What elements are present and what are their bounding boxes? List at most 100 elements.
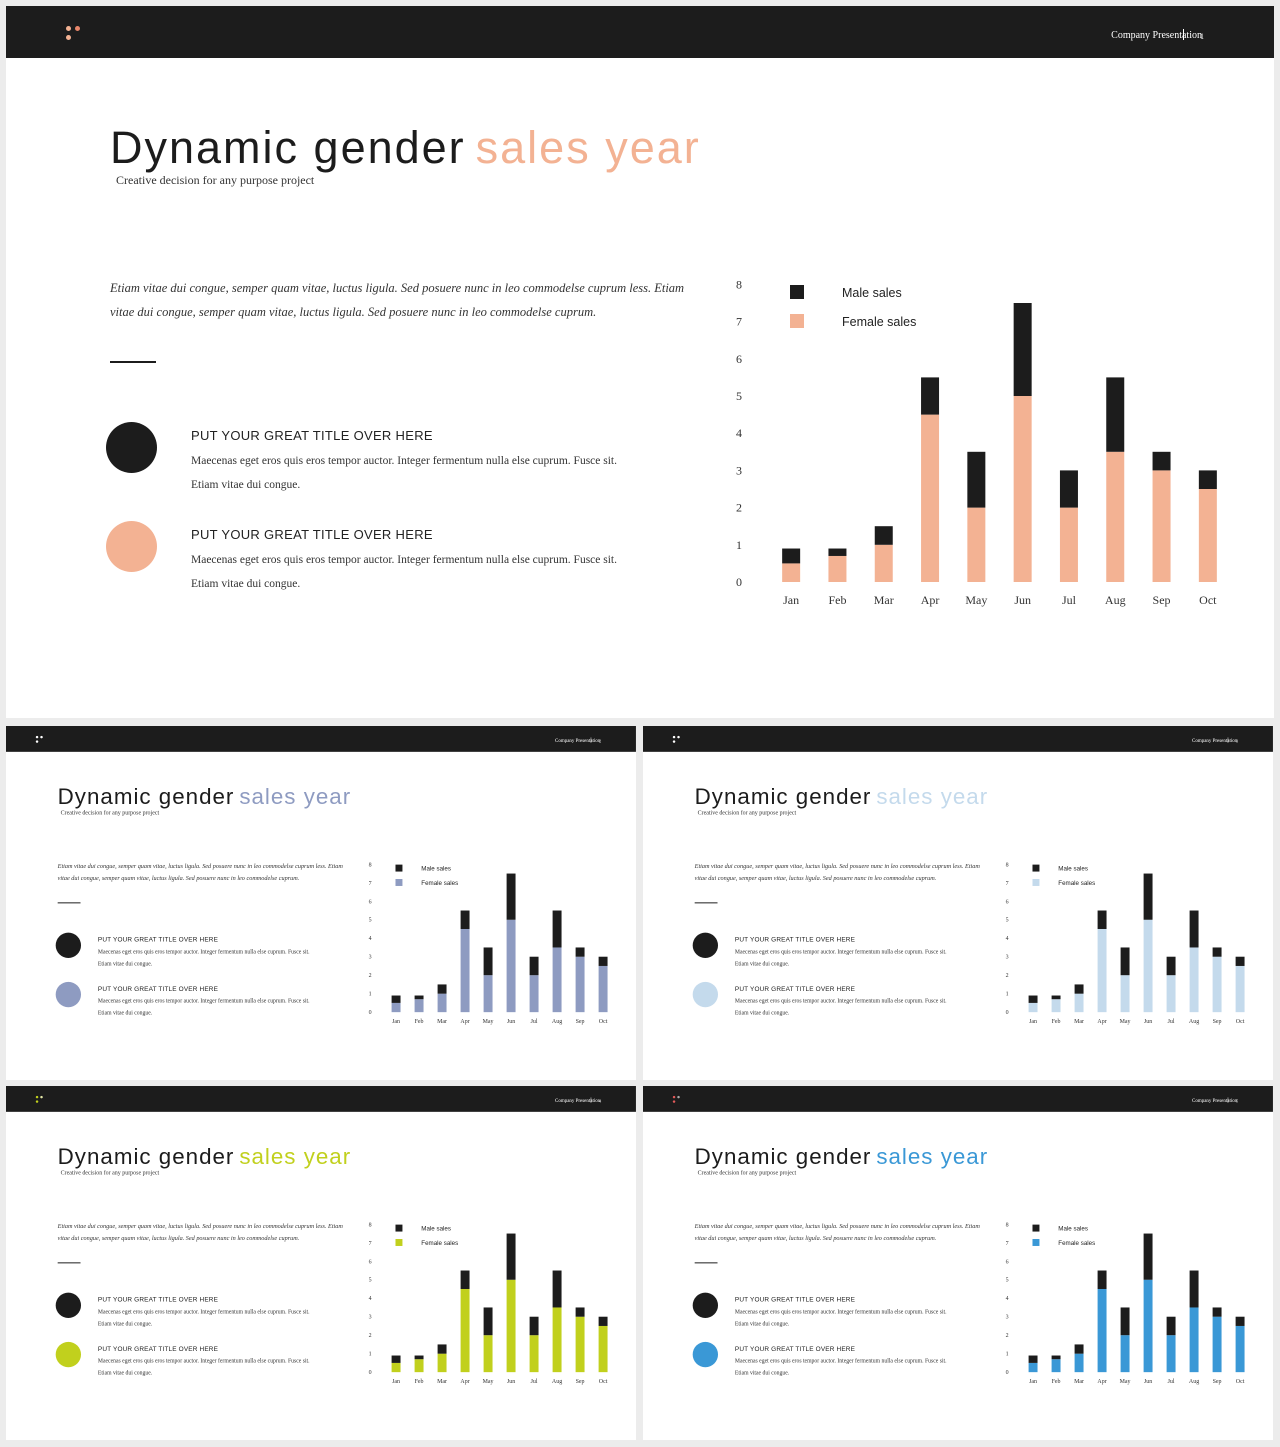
feature-item: PUT YOUR GREAT TITLE OVER HERE Maecenas … <box>55 981 334 1016</box>
bar-female-feb <box>1051 1359 1061 1373</box>
slide-3[interactable]: Company Presentation 3 Dynamic gender sal… <box>643 726 1273 1080</box>
bar-male-may <box>483 1307 493 1336</box>
y-tick-label: 7 <box>369 881 372 887</box>
bar-male-feb <box>414 995 424 1000</box>
slide-1[interactable]: Company Presentation 1 Dynamic gender sal… <box>6 6 1274 718</box>
y-tick-label: 2 <box>736 501 742 515</box>
bar-male-apr <box>921 377 940 415</box>
logo-icon <box>66 26 86 42</box>
bar-female-jan <box>1028 1002 1038 1013</box>
y-tick-label: 3 <box>369 1315 372 1321</box>
bar-female-mar <box>437 1353 447 1373</box>
y-tick-label: 2 <box>1006 973 1009 979</box>
y-tick-label: 8 <box>369 862 372 868</box>
feature-title: PUT YOUR GREAT TITLE OVER HERE <box>734 1344 856 1353</box>
y-tick-label: 5 <box>1006 1278 1009 1284</box>
x-tick-label: Oct <box>599 1379 608 1385</box>
bar-female-aug <box>1106 451 1125 582</box>
bar-male-may <box>967 451 986 508</box>
legend-swatch <box>395 1224 403 1232</box>
feature-dot <box>55 932 82 959</box>
legend-label: Female sales <box>421 1240 458 1247</box>
company-label: Company Presentation <box>1192 1097 1238 1104</box>
title-main: Dynamic gender <box>694 1143 872 1169</box>
bar-male-oct <box>1198 470 1217 489</box>
x-tick-label: Aug <box>552 1019 562 1025</box>
bar-male-jan <box>1028 1355 1038 1363</box>
bar-male-jun <box>506 1233 516 1280</box>
bar-male-may <box>1120 947 1130 976</box>
bar-male-mar <box>437 1344 447 1354</box>
x-tick-label: May <box>1120 1019 1131 1025</box>
feature-body: Maecenas eget eros quis eros tempor auct… <box>97 1358 310 1376</box>
bar-female-apr <box>921 414 940 582</box>
bar-male-mar <box>874 526 893 545</box>
page-number: 5 <box>1236 1098 1239 1104</box>
bar-female-apr <box>460 1288 470 1373</box>
feature-title: PUT YOUR GREAT TITLE OVER HERE <box>734 1295 856 1304</box>
x-tick-label: Jan <box>392 1379 400 1385</box>
x-tick-label: May <box>483 1379 494 1385</box>
bar-female-jun <box>506 919 516 1013</box>
bar-male-apr <box>1097 1270 1107 1289</box>
x-tick-label: Feb <box>415 1379 424 1385</box>
legend-label: Female sales <box>1058 1240 1095 1247</box>
bar-female-jul <box>1059 507 1078 582</box>
bar-male-jan <box>391 1355 401 1363</box>
x-tick-label: Apr <box>460 1019 469 1025</box>
x-tick-label: Oct <box>1236 1379 1245 1385</box>
bar-female-aug <box>1189 1307 1199 1373</box>
bar-female-oct <box>1235 965 1245 1013</box>
bar-female-aug <box>1189 947 1199 1013</box>
bar-male-jan <box>1028 995 1038 1003</box>
y-tick-label: 0 <box>736 575 742 589</box>
legend-swatch <box>395 864 403 872</box>
y-tick-label: 5 <box>369 918 372 924</box>
x-tick-label: May <box>965 593 987 607</box>
page-number: 3 <box>1236 738 1239 744</box>
bar-male-jul <box>529 956 539 976</box>
logo-icon <box>672 735 683 744</box>
bar-female-may <box>483 975 493 1013</box>
legend-swatch <box>1032 864 1040 872</box>
slide-2[interactable]: Company Presentation 2 Dynamic gender sal… <box>6 726 636 1080</box>
divider-rule <box>57 1262 81 1264</box>
x-tick-label: Sep <box>1213 1379 1222 1385</box>
bar-female-aug <box>552 1307 562 1373</box>
feature-title: PUT YOUR GREAT TITLE OVER HERE <box>191 428 433 443</box>
title-main: Dynamic gender <box>110 122 466 173</box>
bar-female-sep <box>1152 470 1171 582</box>
y-tick-label: 3 <box>369 955 372 961</box>
x-tick-label: Jun <box>1144 1019 1152 1025</box>
bar-male-jul <box>1166 956 1176 976</box>
bar-female-mar <box>1074 993 1084 1013</box>
y-tick-label: 1 <box>1006 1352 1009 1358</box>
bar-male-sep <box>1152 451 1171 471</box>
slide-5[interactable]: Company Presentation 5 Dynamic gender sal… <box>643 1086 1273 1440</box>
feature-body: Maecenas eget eros quis eros tempor auct… <box>734 1309 947 1327</box>
legend-label: Male sales <box>421 866 451 873</box>
y-tick-label: 7 <box>1006 1241 1009 1247</box>
bar-female-sep <box>575 1316 585 1373</box>
feature-dot <box>55 1292 82 1319</box>
y-tick-label: 2 <box>369 973 372 979</box>
sales-chart: 0 1 2 3 4 5 6 7 8 Jan Feb Mar Apr May Jun Jul Aug Sep Oct M… <box>363 856 611 1030</box>
bar-female-may <box>483 1335 493 1373</box>
feature-item: PUT YOUR GREAT TITLE OVER HERE Maecenas … <box>55 1341 334 1376</box>
y-tick-label: 8 <box>1006 1222 1009 1228</box>
y-tick-label: 7 <box>369 1241 372 1247</box>
bar-female-mar <box>1074 1353 1084 1373</box>
x-tick-label: Jul <box>1168 1379 1175 1385</box>
sales-chart: 0 1 2 3 4 5 6 7 8 Jan Feb Mar Apr May Jun Jul Aug Sep Oct M… <box>1000 1216 1248 1390</box>
y-tick-label: 1 <box>736 538 742 552</box>
x-tick-label: Jun <box>1144 1379 1152 1385</box>
feature-item: PUT YOUR GREAT TITLE OVER HERE Maecenas … <box>692 981 971 1016</box>
legend-swatch <box>1032 1224 1040 1232</box>
y-tick-label: 8 <box>736 277 742 291</box>
header-divider <box>1183 29 1184 40</box>
y-tick-label: 3 <box>736 463 742 477</box>
slide-4[interactable]: Company Presentation 4 Dynamic gender sal… <box>6 1086 636 1440</box>
feature-title: PUT YOUR GREAT TITLE OVER HERE <box>97 1344 219 1353</box>
feature-body: Maecenas eget eros quis eros tempor auct… <box>97 949 310 967</box>
legend-swatch <box>395 879 403 886</box>
